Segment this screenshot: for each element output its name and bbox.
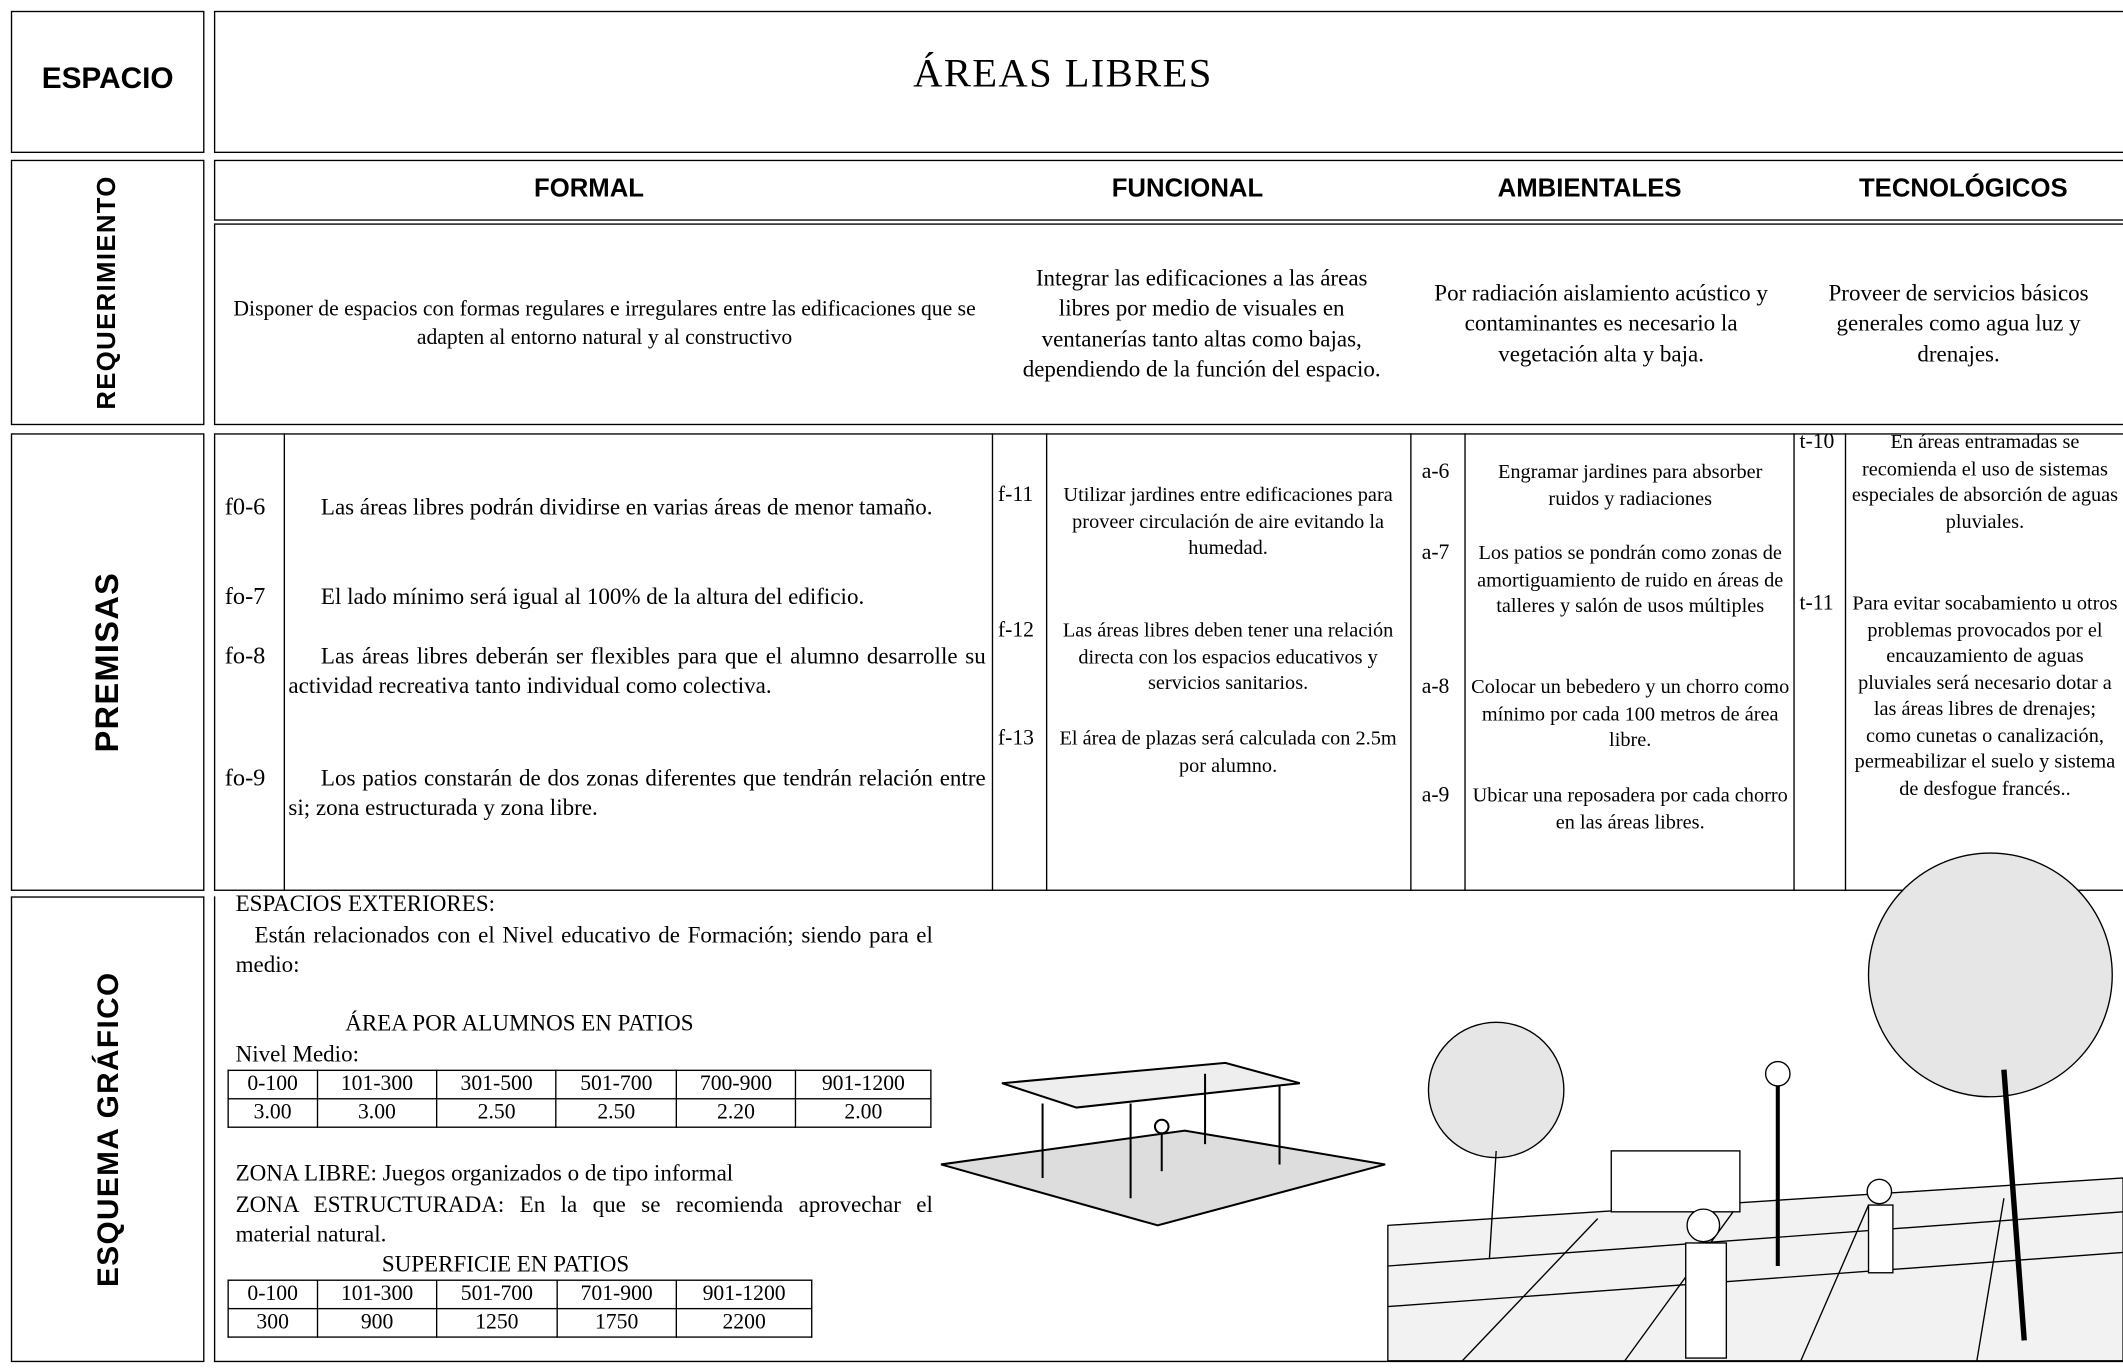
- zona-estructurada: ZONA ESTRUCTURADA: En la que se recomien…: [235, 1191, 933, 1248]
- table-cell: 701-900: [556, 1279, 678, 1310]
- premise-box: [213, 433, 2123, 891]
- requirement-text: Por radiación aislamiento acústico y con…: [1434, 280, 1768, 367]
- graphic-box: [213, 896, 2123, 1363]
- table-cell: 101-300: [316, 1279, 438, 1310]
- table-cell: 501-700: [436, 1279, 558, 1310]
- table-cell: 2.00: [795, 1098, 932, 1128]
- table-cell: 0-100: [227, 1069, 318, 1100]
- premise-code: f-12: [997, 618, 1034, 642]
- table-row: 300 900 1250 1750 2200: [227, 1307, 813, 1338]
- premise-text: Colocar un bebedero y un chorro como mín…: [1471, 677, 1790, 752]
- table-cell: 2200: [675, 1307, 813, 1338]
- label-box: [10, 159, 205, 426]
- table-cell: 501-700: [555, 1069, 677, 1100]
- premise-text: Para evitar socabamiento u otros problem…: [1852, 593, 2118, 800]
- table-subtitle: Nivel Medio:: [235, 1041, 360, 1067]
- pergola: [940, 1061, 1386, 1227]
- column-heading: TECNOLÓGICOS: [1858, 174, 2068, 204]
- table-cell: 1750: [556, 1307, 678, 1338]
- table-cell: 901-1200: [795, 1069, 932, 1100]
- column-heading: AMBIENTALES: [1497, 174, 1682, 204]
- premise-code: fo-8: [224, 641, 266, 669]
- zona-libre: ZONA LIBRE: Juegos organizados o de tipo…: [235, 1160, 734, 1187]
- label-box: [10, 10, 205, 154]
- premise-code: t-11: [1799, 591, 1834, 615]
- label-box: [10, 433, 205, 891]
- premise-code: a-8: [1421, 675, 1450, 699]
- table-row: 0-100 101-300 301-500 501-700 700-900 901-120…: [227, 1069, 932, 1100]
- table-cell: 2.20: [675, 1098, 797, 1128]
- graphic-heading: ESPACIOS EXTERIORES:: [235, 890, 496, 917]
- table-row: 0-100 101-300 501-700 701-900 901-1200: [227, 1279, 813, 1310]
- table-cell: 700-900: [675, 1069, 797, 1100]
- table-title: SUPERFICIE EN PATIOS: [381, 1251, 630, 1277]
- table-cell: 2.50: [436, 1098, 558, 1128]
- premise-code: t-10: [1799, 430, 1835, 454]
- table-row: 3.00 3.00 2.50 2.50 2.20 2.00: [227, 1098, 932, 1128]
- premise-text: Engramar jardines para absorber ruidos y…: [1497, 461, 1763, 510]
- premise-code: fo-7: [224, 582, 266, 610]
- table-cell: 0-100: [227, 1279, 318, 1310]
- requirement-text: Disponer de espacios con formas regulare…: [233, 297, 976, 349]
- premise-code: a-9: [1421, 783, 1450, 807]
- page-title: ÁREAS LIBRES: [913, 51, 1213, 97]
- premise-text: Ubicar una reposadera por cada chorro en…: [1472, 785, 1788, 834]
- table-cell: 101-300: [316, 1069, 438, 1100]
- premise-text: Los patios se pondrán como zonas de amor…: [1477, 542, 1784, 618]
- premise-code: a-6: [1421, 460, 1450, 484]
- table-cell: 2.50: [555, 1098, 677, 1128]
- title-box: [213, 10, 2123, 154]
- column-heading: FUNCIONAL: [1111, 174, 1264, 204]
- premise-text: Las áreas libres podrán dividirse en var…: [320, 494, 933, 520]
- space-label: ESPACIO: [41, 60, 174, 95]
- premise-code: f-13: [997, 727, 1034, 751]
- requirement-text: Proveer de servicios básicos generales c…: [1828, 280, 2089, 367]
- req-box: [213, 223, 2123, 426]
- heading-box: [213, 159, 2123, 221]
- premise-code: fo-9: [224, 763, 266, 791]
- requirement-text: Integrar las edificaciones a las áreas l…: [1022, 265, 1381, 382]
- premise-text: Las áreas libres deberán ser flexibles p…: [288, 643, 986, 699]
- column-heading: FORMAL: [533, 174, 645, 204]
- area-table: 0-100 101-300 301-500 501-700 700-900 901-120…: [227, 1069, 932, 1128]
- table-cell: 901-1200: [675, 1279, 813, 1310]
- premise-text: Los patios constarán de dos zonas difere…: [288, 765, 986, 821]
- surface-table: 0-100 101-300 501-700 701-900 901-1200 300 900…: [227, 1279, 813, 1338]
- premise-code: f0-6: [224, 492, 266, 520]
- landscape: [1387, 852, 2123, 1362]
- premise-text: El área de plazas será calculada con 2.5…: [1059, 728, 1397, 777]
- premise-code: f-11: [997, 483, 1034, 507]
- table-title: ÁREA POR ALUMNOS EN PATIOS: [345, 1010, 694, 1036]
- table-cell: 300: [227, 1307, 318, 1338]
- premise-text: El lado mínimo será igual al 100% de la …: [320, 583, 865, 610]
- table-cell: 3.00: [316, 1098, 438, 1128]
- graphic-intro: Están relacionados con el Nivel educativ…: [235, 922, 933, 978]
- premise-text: Las áreas libres deben tener una relació…: [1062, 620, 1394, 695]
- label-box: [10, 896, 205, 1363]
- premise-text: Utilizar jardines entre edificaciones pa…: [1063, 484, 1393, 560]
- premise-text: En áreas entramadas se recomienda el uso…: [1851, 431, 2119, 533]
- table-cell: 900: [316, 1307, 438, 1338]
- premise-code: a-7: [1421, 541, 1450, 565]
